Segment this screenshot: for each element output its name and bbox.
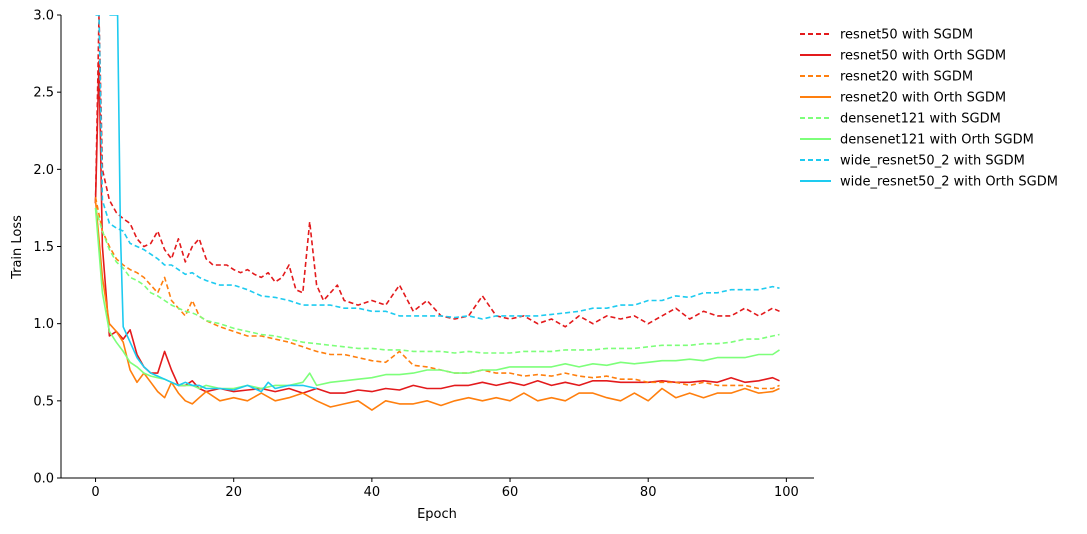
legend-label: resnet50 with Orth SGDM bbox=[840, 49, 1006, 64]
legend-label: wide_resnet50_2 with Orth SGDM bbox=[840, 175, 1058, 190]
y-tick-label: 2.5 bbox=[33, 86, 54, 101]
x-tick-label: 20 bbox=[225, 485, 242, 500]
legend-item: densenet121 with Orth SGDM bbox=[800, 133, 1034, 148]
y-tick-label: 0.0 bbox=[33, 472, 54, 487]
x-tick-label: 60 bbox=[502, 485, 519, 500]
y-axis-label: Train Loss bbox=[10, 215, 25, 280]
series-line-1 bbox=[94, 15, 780, 328]
series-line-3 bbox=[94, 196, 780, 390]
axes-layer bbox=[60, 15, 814, 479]
series-line-7 bbox=[95, 15, 780, 320]
legend-item: resnet50 with Orth SGDM bbox=[800, 49, 1006, 64]
y-tick-label: 1.5 bbox=[33, 240, 54, 255]
y-tick-label: 0.5 bbox=[33, 394, 54, 409]
legend-item: densenet121 with SGDM bbox=[800, 112, 1001, 127]
x-axis-label: Epoch bbox=[417, 507, 457, 522]
legend-label: densenet121 with SGDM bbox=[840, 112, 1001, 127]
legend-label: densenet121 with Orth SGDM bbox=[840, 133, 1034, 148]
legend-label: resnet20 with Orth SGDM bbox=[840, 91, 1006, 106]
x-tick-label: 80 bbox=[640, 485, 657, 500]
series-layer bbox=[94, 15, 780, 411]
legend-item: resnet20 with Orth SGDM bbox=[800, 91, 1006, 106]
y-tick-label: 3.0 bbox=[33, 9, 54, 24]
y-tick-label: 1.0 bbox=[33, 317, 54, 332]
legend-item: resnet50 with SGDM bbox=[800, 28, 973, 43]
legend-label: resnet20 with SGDM bbox=[840, 70, 973, 85]
y-tick-label: 2.0 bbox=[33, 163, 54, 178]
legend: resnet50 with SGDM resnet50 with Orth SGD… bbox=[800, 28, 1058, 190]
legend-label: resnet50 with SGDM bbox=[840, 28, 973, 43]
x-tick-label: 40 bbox=[364, 485, 381, 500]
legend-item: resnet20 with SGDM bbox=[800, 70, 973, 85]
x-tick-label: 0 bbox=[91, 485, 99, 500]
legend-label: wide_resnet50_2 with SGDM bbox=[840, 154, 1025, 169]
ticks-layer: 0 20 40 60 80 100 0.0 0.5 1.0 1.5 2.0 2.5 3.0 bbox=[33, 9, 798, 501]
series-line-8 bbox=[109, 15, 317, 393]
x-tick-label: 100 bbox=[774, 485, 799, 500]
series-line-4 bbox=[94, 200, 780, 411]
series-line-2 bbox=[94, 60, 780, 394]
legend-item: wide_resnet50_2 with Orth SGDM bbox=[800, 175, 1058, 190]
series-line-5 bbox=[94, 207, 780, 354]
series-line-6 bbox=[94, 207, 780, 390]
legend-item: wide_resnet50_2 with SGDM bbox=[800, 154, 1025, 169]
